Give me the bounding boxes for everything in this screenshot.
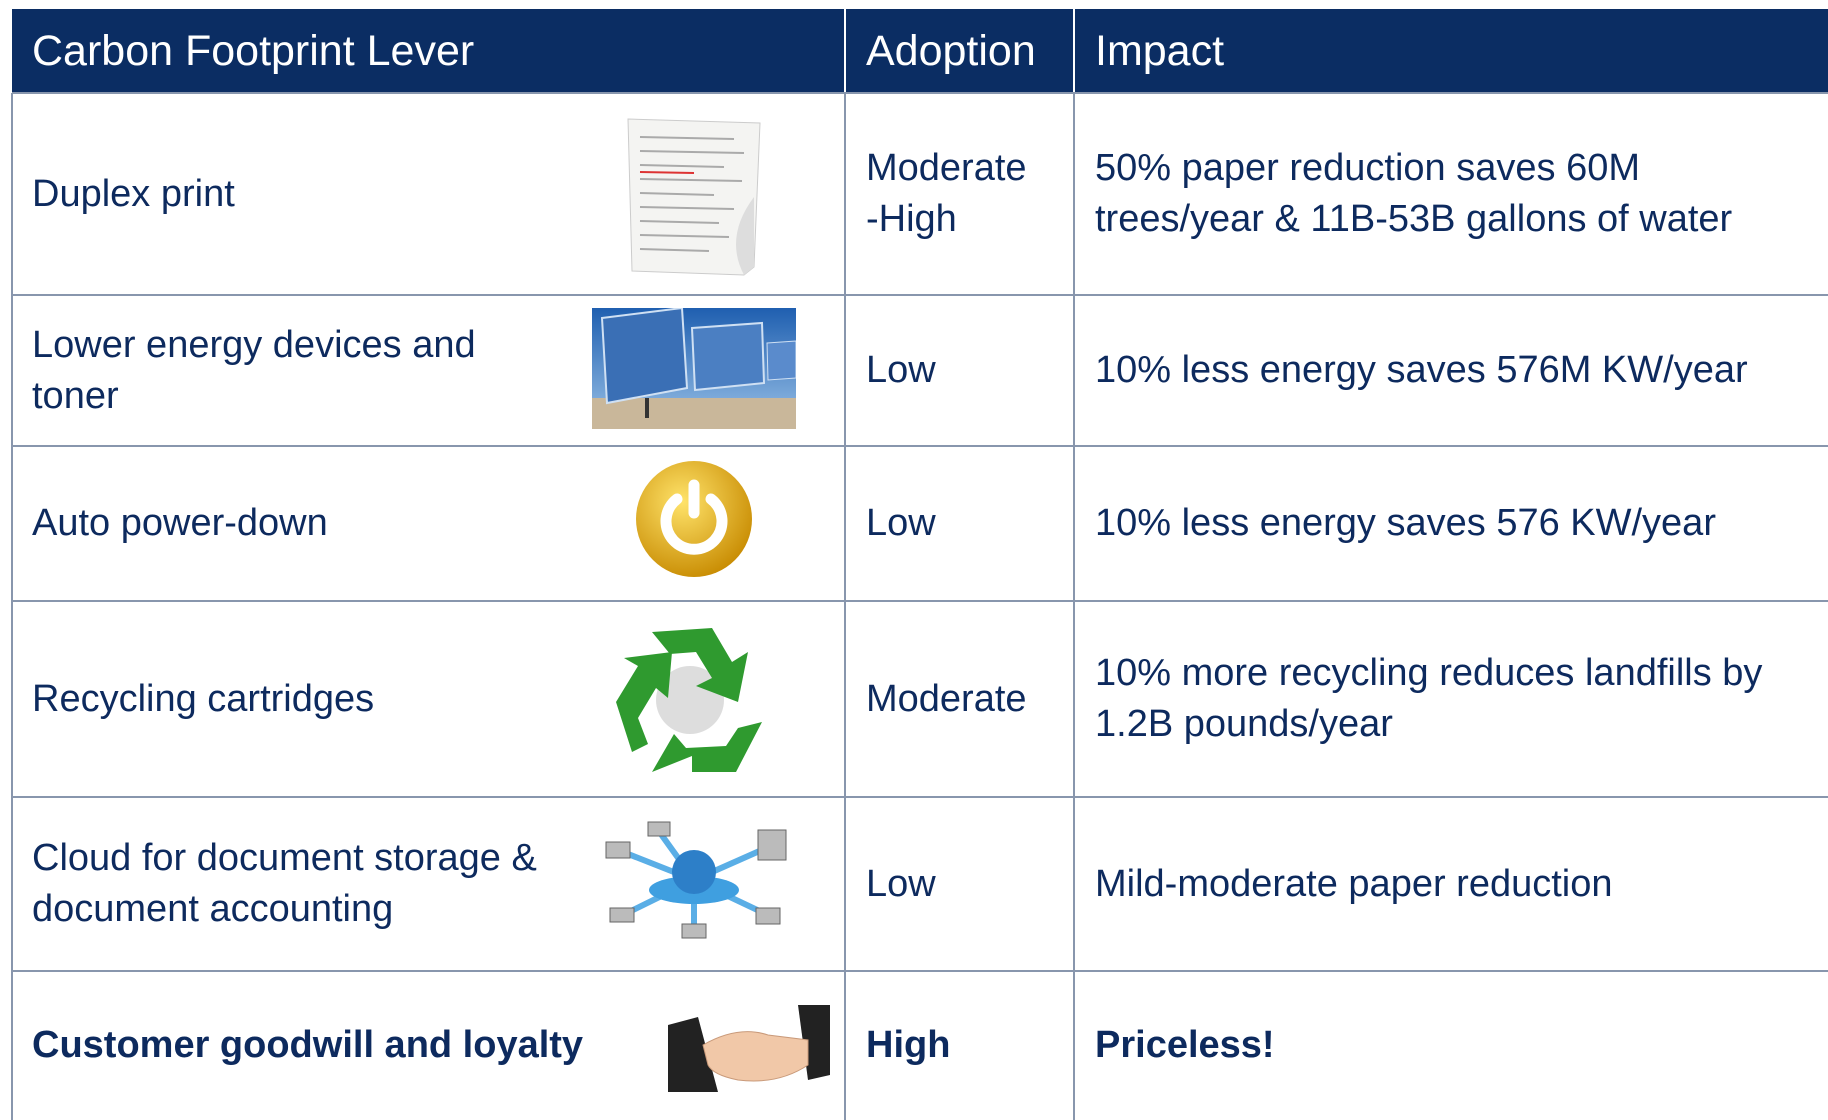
- table-cell: Moderate -High: [866, 147, 1027, 240]
- row-divider: [12, 294, 1828, 296]
- row-divider: [12, 970, 1828, 972]
- power-icon: [636, 461, 752, 577]
- header-cell: Carbon Footprint Lever: [32, 26, 475, 75]
- table-cell: Customer goodwill and loyalty: [32, 1024, 584, 1066]
- table-cell: Duplex print: [32, 172, 235, 215]
- header-cell: Impact: [1095, 26, 1225, 75]
- table-cell: Mild-moderate paper reduction: [1095, 862, 1613, 905]
- table-cell: High: [866, 1024, 951, 1066]
- solar-icon: [592, 308, 796, 429]
- row-divider: [12, 796, 1828, 798]
- table-cell: Moderate: [866, 677, 1027, 720]
- table-cell: Low: [866, 502, 936, 544]
- table-cell: 50% paper reduction saves 60M trees/year…: [1095, 147, 1733, 240]
- paper-icon: [627, 118, 761, 276]
- table-cell: 10% less energy saves 576 KW/year: [1095, 502, 1716, 544]
- network-icon: [605, 821, 787, 939]
- table-cell: Recycling cartridges: [32, 677, 375, 720]
- row-divider: [12, 445, 1828, 447]
- header-divider: [844, 9, 846, 93]
- table-cell: 10% more recycling reduces landfills by …: [1095, 652, 1763, 745]
- row-divider: [12, 92, 1828, 94]
- table-cell: Low: [866, 349, 936, 391]
- table-cell: Priceless!: [1095, 1024, 1275, 1066]
- column-divider: [1073, 93, 1075, 1120]
- handshake-icon: [668, 1005, 830, 1092]
- header-cell: Adoption: [866, 26, 1036, 75]
- table-cell: Lower energy devices and toner: [32, 323, 476, 417]
- recycle-icon: [616, 628, 762, 772]
- table-cell: Auto power-down: [32, 502, 328, 544]
- header-divider: [1073, 9, 1075, 93]
- table-cell: Cloud for document storage & document ac…: [32, 837, 537, 930]
- table-cell: 10% less energy saves 576M KW/year: [1095, 349, 1748, 391]
- row-divider: [12, 600, 1828, 602]
- column-divider: [844, 93, 846, 1120]
- header-background: [12, 9, 1828, 93]
- column-divider: [11, 93, 13, 1120]
- table-cell: Low: [866, 862, 936, 905]
